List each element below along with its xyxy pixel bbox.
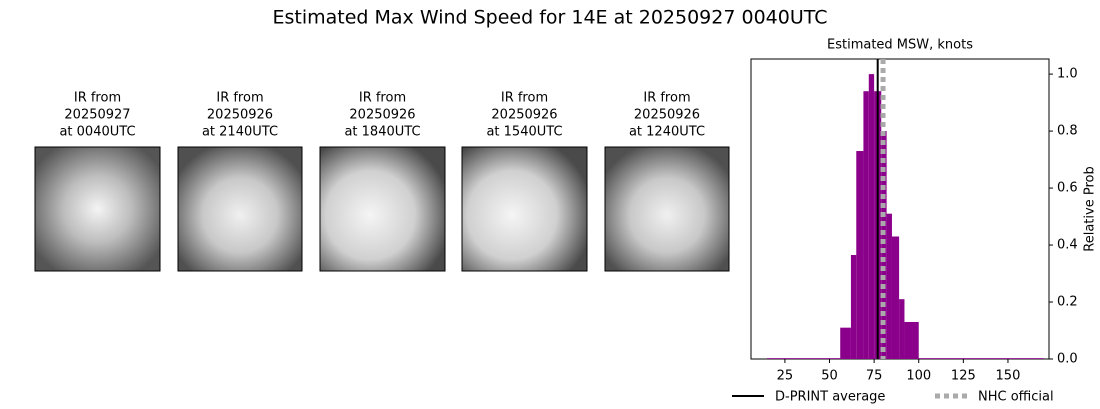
- x-tick-label: 75: [866, 369, 883, 384]
- bar: [863, 91, 869, 360]
- y-tick-label: 0.8: [1057, 124, 1078, 139]
- y-tick-label: 0.0: [1057, 352, 1078, 367]
- bar: [850, 255, 857, 359]
- satellite-image: [177, 146, 303, 272]
- panel-title: IR from: [501, 91, 548, 106]
- panel-title: 20250926: [207, 108, 273, 123]
- x-tick-label: 125: [951, 369, 976, 384]
- bar: [886, 213, 892, 359]
- panel-title: at 2140UTC: [202, 125, 278, 140]
- panel-title: at 1540UTC: [486, 125, 562, 140]
- bar: [767, 358, 841, 359]
- legend-label: D-PRINT average: [775, 390, 885, 405]
- y-tick-label: 0.4: [1057, 238, 1078, 253]
- bar: [918, 358, 1044, 359]
- panel-title: 20250926: [349, 108, 415, 123]
- panel-title: 20250927: [64, 108, 130, 123]
- satellite-image: [604, 146, 730, 272]
- x-tick-label: 25: [777, 369, 794, 384]
- panel-title: 20250926: [491, 108, 557, 123]
- satellite-image: [319, 146, 446, 272]
- bar: [881, 131, 887, 359]
- panel-title: IR from: [74, 91, 121, 106]
- bar: [856, 151, 864, 359]
- bar: [891, 236, 900, 359]
- panel-title: at 1240UTC: [629, 125, 705, 140]
- panel-title: IR from: [643, 91, 690, 106]
- satellite-image: [34, 146, 161, 272]
- x-tick-label: 150: [996, 369, 1021, 384]
- y-tick-label: 0.2: [1057, 295, 1078, 310]
- panel-title: at 1840UTC: [344, 125, 420, 140]
- panel-title: at 0040UTC: [59, 125, 135, 140]
- x-tick-label: 100: [906, 369, 931, 384]
- x-tick-label: 50: [821, 369, 838, 384]
- chart-title: Estimated MSW, knots: [827, 38, 973, 53]
- page-title: Estimated Max Wind Speed for 14E at 2025…: [272, 7, 827, 29]
- y-tick-label: 1.0: [1057, 67, 1078, 82]
- satellite-image: [461, 146, 588, 272]
- panel-title: IR from: [216, 91, 263, 106]
- bar: [840, 327, 851, 359]
- legend-label: NHC official: [978, 390, 1054, 405]
- y-tick-label: 0.6: [1057, 181, 1078, 196]
- bar: [904, 321, 919, 359]
- satellite-images: [34, 146, 730, 272]
- panel-title: IR from: [359, 91, 406, 106]
- y-axis-label: Relative Prob: [1083, 166, 1098, 251]
- bar: [899, 299, 905, 359]
- bar: [868, 74, 875, 359]
- panel-title: 20250926: [634, 108, 700, 123]
